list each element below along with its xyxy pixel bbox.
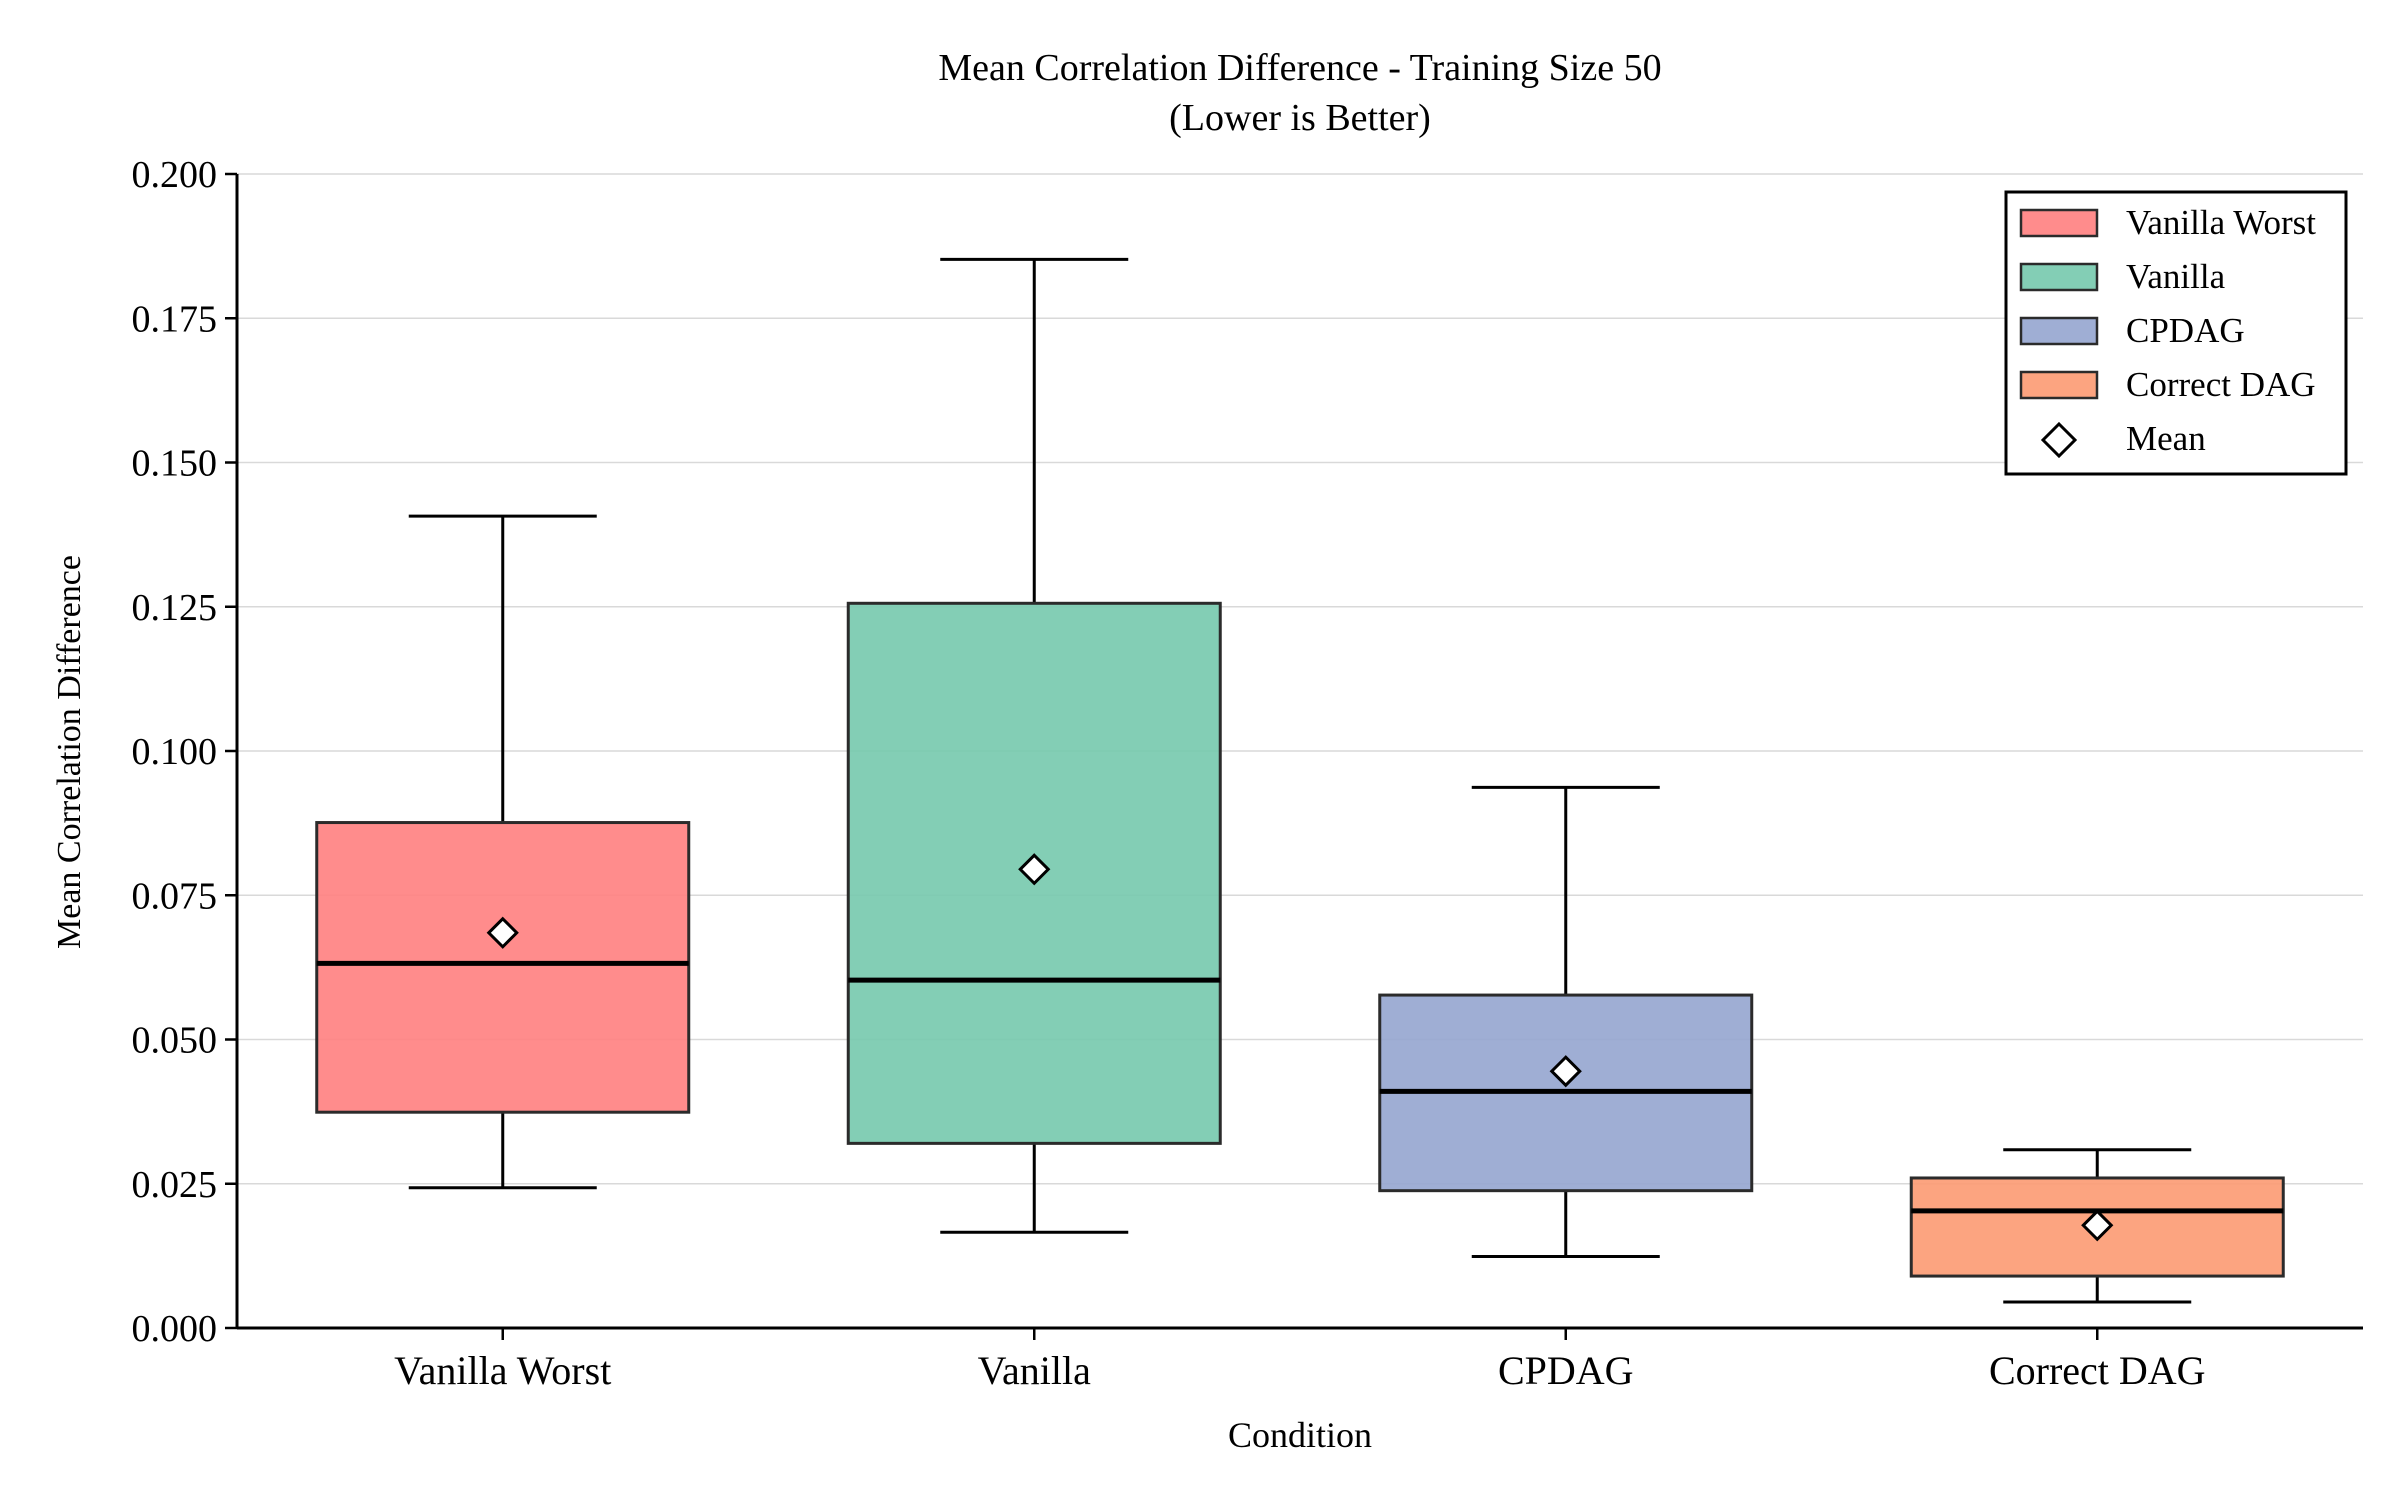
mean-marker <box>2081 1209 2114 1242</box>
box-cpdag <box>1378 785 1754 1258</box>
y-axis-label: Mean Correlation Difference <box>51 555 88 949</box>
y-tick-label: 0.175 <box>132 298 218 340</box>
legend-label: Correct DAG <box>2126 365 2316 404</box>
mean-marker <box>486 916 519 949</box>
x-tick-label: Vanilla <box>978 1348 1092 1393</box>
y-tick-label: 0.100 <box>132 731 218 773</box>
box-vanilla-worst <box>315 514 691 1190</box>
x-tick-label: Correct DAG <box>1989 1348 2206 1393</box>
mean-marker <box>1549 1055 1582 1088</box>
legend-swatch <box>2019 262 2099 292</box>
legend-swatch <box>2019 316 2099 346</box>
x-axis-label: Condition <box>1228 1415 1372 1455</box>
legend-swatch <box>2019 370 2099 400</box>
y-tick-label: 0.150 <box>132 443 218 485</box>
y-tick-label: 0.050 <box>132 1020 218 1062</box>
axes: 0.000 0.025 0.050 0.075 0.100 0.125 0.150 0.175… <box>132 154 2363 1393</box>
y-tick-label: 0.025 <box>132 1164 218 1206</box>
legend-label: Vanilla <box>2126 257 2226 296</box>
mean-marker <box>1018 853 1051 886</box>
iqr-box <box>315 821 691 1114</box>
legend-mean-marker <box>2040 421 2078 459</box>
legend-label: Vanilla Worst <box>2126 203 2316 242</box>
x-tick-label: CPDAG <box>1498 1348 1634 1393</box>
legend-label: Mean <box>2126 419 2206 458</box>
box-vanilla <box>846 257 1222 1234</box>
y-tick-label: 0.125 <box>132 587 218 629</box>
x-tick-label: Vanilla Worst <box>394 1348 611 1393</box>
legend-label: CPDAG <box>2126 311 2245 350</box>
chart-title: Mean Correlation Difference - Training S… <box>938 47 1661 89</box>
y-tick-label: 0.000 <box>132 1308 218 1350</box>
chart-subtitle: (Lower is Better) <box>1169 97 1431 139</box>
legend-swatch <box>2019 208 2099 238</box>
plot-area <box>315 257 2285 1304</box>
box-correct-dag <box>1909 1148 2285 1304</box>
y-tick-label: 0.200 <box>132 154 218 196</box>
y-tick-label: 0.075 <box>132 875 218 917</box>
legend: Vanilla Worst Vanilla CPDAG Correct DAG Mean <box>2004 190 2348 476</box>
